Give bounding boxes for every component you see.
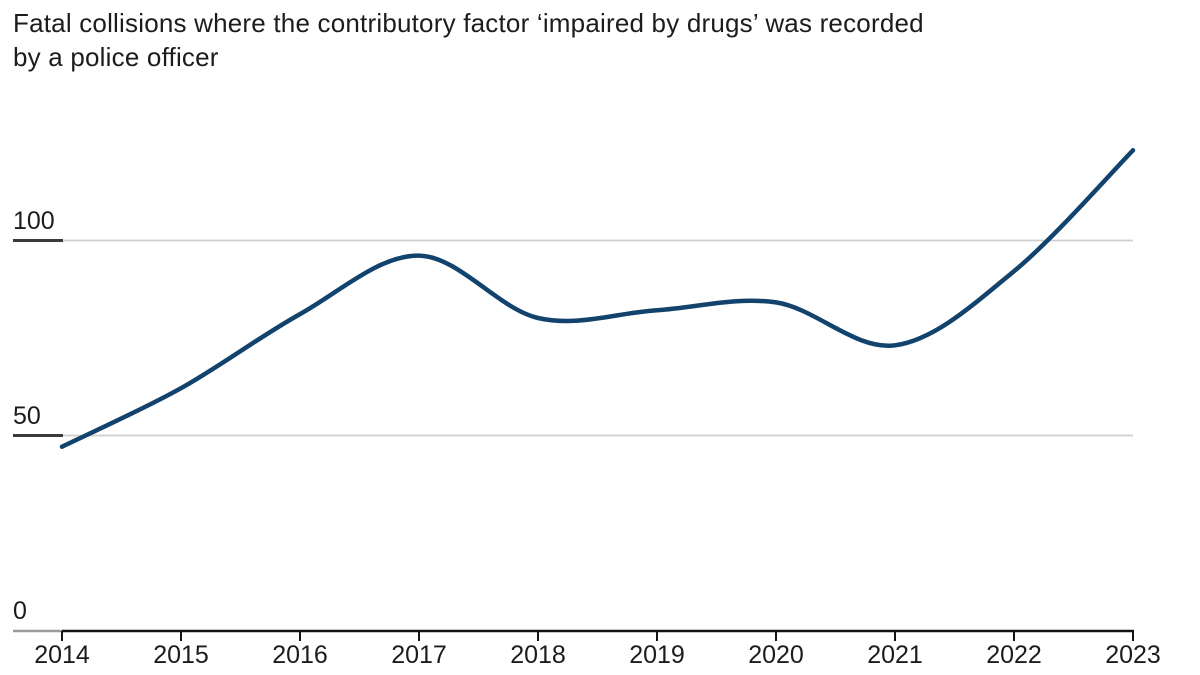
x-tick-label-2020: 2020 — [748, 641, 804, 669]
x-tick-label-2017: 2017 — [391, 641, 447, 669]
chart-title-line2: by a police officer — [13, 42, 219, 72]
trend-line — [59, 148, 1136, 449]
x-tick-label-2014: 2014 — [34, 641, 90, 669]
x-tick-label-2019: 2019 — [629, 641, 685, 669]
x-tick-label-2023: 2023 — [1105, 641, 1161, 669]
y-tick-label-100: 100 — [13, 207, 55, 235]
y-tick-label-50: 50 — [13, 402, 41, 430]
x-tick-label-2021: 2021 — [867, 641, 923, 669]
y-tick-label-0: 0 — [13, 597, 27, 625]
x-tick-label-2018: 2018 — [510, 641, 566, 669]
x-tick-label-2016: 2016 — [272, 641, 328, 669]
x-tick-label-2022: 2022 — [986, 641, 1042, 669]
chart-title: Fatal collisions where the contributory … — [13, 6, 924, 74]
x-tick-label-2015: 2015 — [153, 641, 209, 669]
chart-title-line1: Fatal collisions where the contributory … — [13, 8, 924, 38]
